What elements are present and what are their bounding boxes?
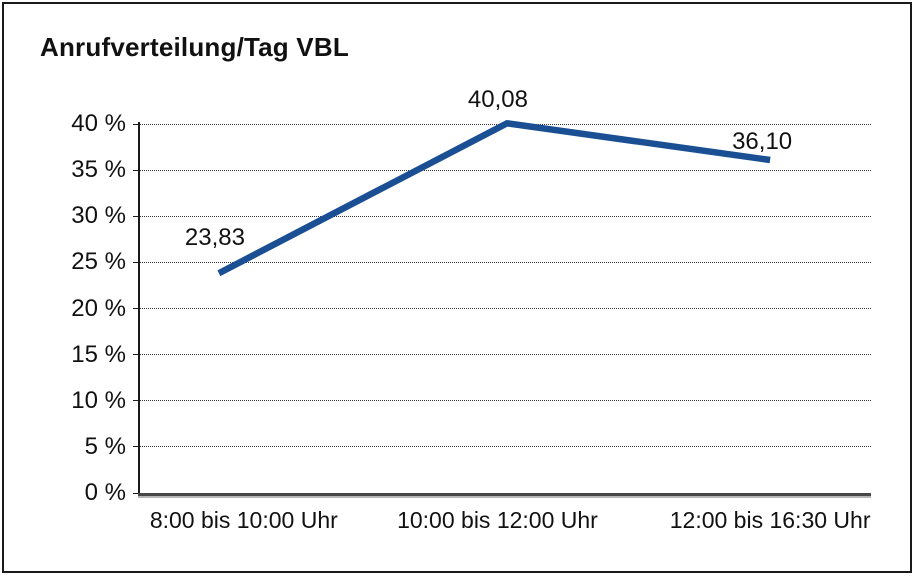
- gridline-5: [140, 446, 871, 448]
- chart-title: Anrufverteilung/Tag VBL: [40, 32, 349, 62]
- y-tick-5: [133, 446, 138, 448]
- y-axis-line: [138, 122, 140, 493]
- y-axis-label: 5 %: [84, 432, 126, 460]
- data-point-label: 23,83: [184, 224, 245, 252]
- y-tick-25: [133, 261, 138, 263]
- x-axis-label: 10:00 bis 12:00 Uhr: [397, 507, 598, 533]
- data-point-label: 36,10: [732, 127, 793, 155]
- data-point-label: 40,08: [467, 86, 528, 114]
- gridline-35: [140, 169, 871, 171]
- y-axis-label: 40 %: [71, 110, 126, 137]
- y-axis-label: 15 %: [71, 340, 126, 368]
- y-axis-label: 0 %: [84, 479, 126, 506]
- line-series: [217, 119, 771, 277]
- x-axis-label: 8:00 bis 10:00 Uhr: [149, 507, 338, 533]
- y-axis-label: 10 %: [71, 386, 126, 414]
- y-tick-0: [133, 492, 138, 494]
- y-axis-label: 30 %: [71, 202, 126, 230]
- gridline-20: [140, 308, 871, 309]
- y-tick-15: [133, 354, 138, 356]
- y-axis-label: 25 %: [71, 248, 126, 276]
- y-tick-35: [133, 169, 138, 171]
- series-line: [217, 119, 771, 277]
- x-axis-line: [138, 493, 871, 498]
- y-axis-label: 35 %: [71, 156, 126, 184]
- y-tick-20: [133, 308, 138, 309]
- y-axis-label: 20 %: [71, 294, 126, 322]
- gridline-10: [140, 400, 871, 402]
- gridline-15: [140, 354, 871, 356]
- y-tick-10: [133, 400, 138, 402]
- x-axis-label: 12:00 bis 16:30 Uhr: [669, 507, 871, 533]
- y-tick-30: [133, 215, 138, 217]
- plot-area: [133, 119, 871, 498]
- gridline-30: [140, 215, 871, 217]
- y-tick-40: [133, 123, 138, 125]
- gridline-25: [140, 261, 871, 263]
